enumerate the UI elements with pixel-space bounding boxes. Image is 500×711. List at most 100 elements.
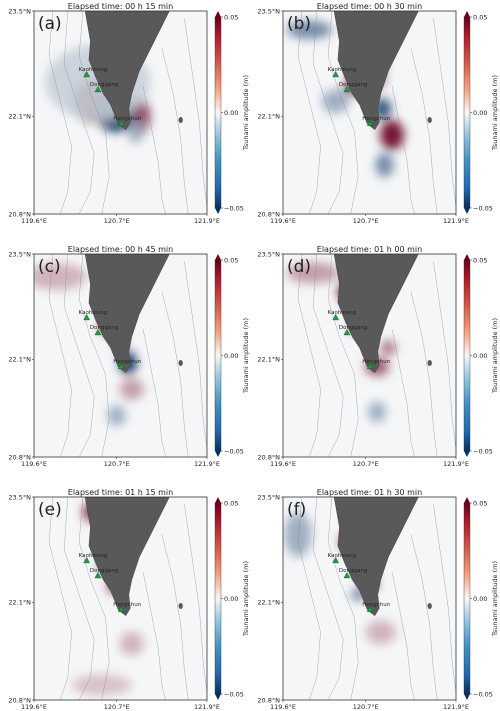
amplitude-feature [380, 120, 405, 151]
colorbar-extend-min [464, 694, 470, 700]
map-frame [33, 496, 208, 701]
colorbar-tick-label: 0.00 [224, 595, 238, 603]
y-tick-label: 23.5°N [8, 493, 31, 501]
colorbar-extend-max [215, 254, 221, 260]
station-label: Kaohsiung [79, 310, 108, 316]
station-label: Donggang [90, 82, 118, 88]
x-tick-label: 120.7°E [104, 460, 130, 468]
map-panel-f: Kaohsiung Donggang Hengchun Elapsed time: 0… [257, 488, 499, 711]
amplitude-feature [34, 263, 87, 291]
station-marker [94, 572, 102, 579]
x-tick-label: 121.9°E [443, 460, 469, 468]
colorbar-tick-label: 0.00 [473, 595, 487, 603]
station-label: Hengchun [362, 359, 390, 365]
station-marker [332, 313, 339, 321]
amplitude-feature [71, 674, 132, 696]
bathymetry-contours [48, 497, 207, 700]
colorbar-tick-label: −0.05 [224, 690, 244, 698]
station-label: Hengchun [362, 602, 390, 608]
bathymetry-contours [297, 254, 456, 457]
panel-title: Elapsed time: 00 h 30 min [317, 2, 422, 11]
island-marker [427, 603, 432, 610]
x-tick-label: 120.7°E [104, 703, 130, 711]
station-label: Kaohsiung [328, 67, 357, 73]
colorbar-tick-label: −0.05 [224, 447, 244, 455]
island-marker [427, 117, 432, 124]
colorbar-extend-max [215, 11, 221, 17]
island-marker [427, 360, 432, 367]
station-marker [117, 605, 125, 612]
colorbar-tick-label: 0.05 [224, 256, 238, 264]
bathymetry-contours [48, 11, 207, 214]
x-tick-label: 119.6°E [21, 217, 47, 225]
taiwan-landmass [333, 11, 419, 131]
x-tick-label: 120.7°E [353, 703, 379, 711]
taiwan-landmass [333, 254, 419, 374]
map-panel-a: Kaohsiung Donggang Hengchun Elapsed time: 0… [8, 2, 250, 225]
colorbar-tick-label: 0.05 [473, 256, 487, 264]
colorbar-tick-label: 0.05 [473, 499, 487, 507]
y-tick-label: 20.8°N [8, 696, 31, 704]
colorbar [214, 259, 222, 452]
bathymetry-contours [297, 497, 456, 700]
station-marker [343, 329, 351, 336]
x-tick-label: 121.9°E [443, 217, 469, 225]
y-tick-label: 20.8°N [8, 453, 31, 461]
station-marker [343, 572, 351, 579]
x-tick-label: 121.9°E [194, 217, 220, 225]
y-tick-label: 22.1°N [8, 113, 31, 121]
map-panel-d: Kaohsiung Donggang Hengchun Elapsed time: 0… [257, 245, 499, 468]
panel-label: (a) [38, 14, 62, 34]
x-tick-label: 121.9°E [194, 703, 220, 711]
colorbar-extend-min [215, 451, 221, 457]
map-frame [33, 10, 208, 215]
station-label: Kaohsiung [79, 67, 108, 73]
y-tick-label: 23.5°N [8, 7, 31, 15]
amplitude-feature [107, 405, 126, 427]
colorbar [463, 16, 471, 209]
station-marker [366, 362, 374, 369]
panel-title: Elapsed time: 00 h 15 min [68, 2, 173, 11]
x-tick-label: 120.7°E [104, 217, 130, 225]
panel-label: (c) [38, 257, 61, 277]
station-marker [366, 605, 374, 612]
y-tick-label: 20.8°N [257, 210, 280, 218]
amplitude-feature [380, 340, 396, 356]
colorbar-label: Tsunami amplitude (m) [242, 75, 250, 151]
colorbar-tick-label: 0.00 [224, 352, 238, 360]
station-label: Donggang [90, 325, 118, 331]
colorbar-extend-min [215, 694, 221, 700]
station-marker [117, 362, 125, 369]
panel-title: Elapsed time: 00 h 45 min [68, 245, 173, 254]
amplitude-feature [128, 119, 144, 144]
taiwan-landmass [84, 497, 170, 617]
amplitude-feature [322, 89, 350, 114]
colorbar [214, 502, 222, 695]
y-tick-label: 22.1°N [257, 113, 280, 121]
bathymetry-contours [48, 254, 207, 457]
x-tick-label: 119.6°E [270, 703, 296, 711]
amplitude-feature [286, 20, 332, 39]
station-marker [332, 556, 339, 564]
colorbar-extend-min [215, 208, 221, 214]
station-label: Donggang [339, 325, 367, 331]
x-tick-label: 121.9°E [443, 703, 469, 711]
amplitude-feature [375, 153, 394, 178]
map-panel-b: Kaohsiung Donggang Hengchun Elapsed time: 0… [257, 2, 499, 225]
station-marker [94, 329, 102, 336]
y-tick-label: 22.1°N [257, 356, 280, 364]
taiwan-landmass [84, 254, 170, 374]
colorbar-label: Tsunami amplitude (m) [491, 75, 499, 151]
station-label: Hengchun [113, 359, 141, 365]
colorbar-label: Tsunami amplitude (m) [491, 561, 499, 637]
map-frame [282, 496, 457, 701]
colorbar-tick-label: −0.05 [473, 447, 493, 455]
x-tick-label: 119.6°E [21, 703, 47, 711]
station-label: Hengchun [113, 602, 141, 608]
taiwan-landmass [84, 11, 170, 131]
panel-label: (f) [287, 500, 306, 520]
y-tick-label: 22.1°N [8, 356, 31, 364]
island-marker [178, 117, 183, 124]
colorbar [463, 259, 471, 452]
